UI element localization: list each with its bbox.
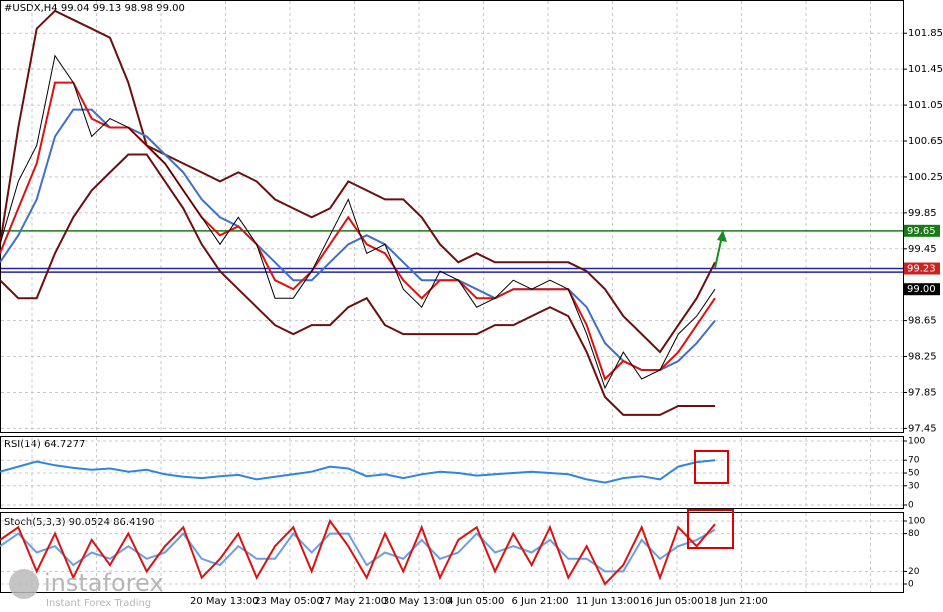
y-tick-label: 0 xyxy=(908,501,914,511)
y-tick-label: 0 xyxy=(908,580,914,590)
price-label: 99.00 xyxy=(907,284,936,295)
y-tick-label: 101.85 xyxy=(908,28,943,39)
series-line xyxy=(0,81,716,381)
y-tick-label: 70 xyxy=(908,456,920,466)
logo xyxy=(9,569,39,599)
level-label-bg xyxy=(904,224,940,237)
y-tick-label: 100.25 xyxy=(908,172,943,183)
y-tick-label: 30 xyxy=(908,481,920,491)
series-line xyxy=(0,518,716,586)
chart-title: #USDX,H4 99.04 99.13 98.98 99.00 xyxy=(4,3,185,14)
x-tick-label: 30 May 13:00 xyxy=(383,596,452,607)
x-tick-label: 16 Jun 05:00 xyxy=(640,596,704,607)
y-tick-label: 99.85 xyxy=(908,208,937,219)
stoch-title: Stoch(5,3,3) 90.0524 86.4190 xyxy=(4,517,155,528)
x-tick-label: 23 May 05:00 xyxy=(254,596,323,607)
x-tick-label: 20 May 13:00 xyxy=(190,596,259,607)
main-panel xyxy=(0,0,904,433)
y-tick-label: 100 xyxy=(908,517,925,527)
series-line xyxy=(0,459,716,484)
x-tick-label: 27 May 21:00 xyxy=(319,596,388,607)
level-label: 99.65 xyxy=(907,226,936,237)
rsi-title: RSI(14) 64.7277 xyxy=(4,439,85,450)
tagline: Instant Forex Trading xyxy=(46,598,151,609)
stoch-panel xyxy=(0,512,904,593)
x-tick-label: 4 Jun 05:00 xyxy=(447,596,504,607)
series-line xyxy=(0,54,716,390)
x-tick-label: 6 Jun 21:00 xyxy=(512,596,569,607)
y-tick-label: 100.65 xyxy=(908,136,943,147)
y-tick-label: 98.25 xyxy=(908,352,937,363)
arrow-head xyxy=(717,230,727,242)
y-tick-label: 101.45 xyxy=(908,64,943,75)
level-label: 99.23 xyxy=(907,264,936,275)
arrow xyxy=(714,235,723,269)
series-line xyxy=(0,9,716,354)
y-tick-label: 97.85 xyxy=(908,387,937,398)
highlight-box xyxy=(687,509,734,549)
y-tick-label: 20 xyxy=(908,567,920,577)
x-tick-label: 18 Jun 21:00 xyxy=(704,596,768,607)
y-tick-label: 101.05 xyxy=(908,100,943,111)
price-label-bg xyxy=(904,283,940,296)
level-label-bg xyxy=(904,262,940,275)
highlight-box xyxy=(694,450,729,484)
y-tick-label: 99.45 xyxy=(908,244,937,255)
y-tick-label: 80 xyxy=(908,529,920,539)
y-tick-label: 98.65 xyxy=(908,316,937,327)
x-tick-label: 11 Jun 13:00 xyxy=(576,596,640,607)
y-tick-label: 100 xyxy=(908,437,925,447)
series-line xyxy=(0,153,715,416)
y-tick-label: 97.45 xyxy=(908,423,937,434)
brand: instaforex xyxy=(44,569,164,597)
y-tick-label: 50 xyxy=(908,469,920,479)
